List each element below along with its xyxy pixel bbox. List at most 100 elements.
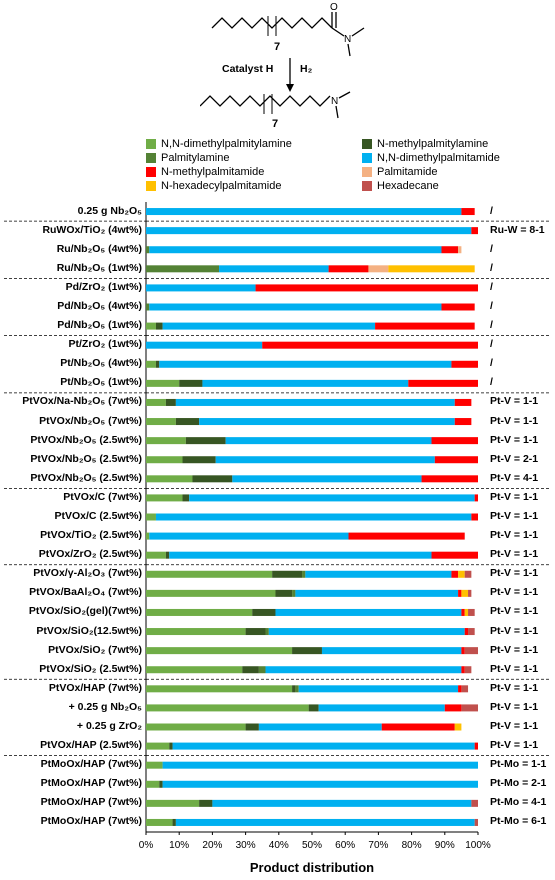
bar-segment <box>146 818 173 826</box>
ratio-label: Pt-V = 1-1 <box>490 414 539 427</box>
product-chain <box>200 95 331 107</box>
bar-segment <box>146 742 170 750</box>
bar-segment <box>305 570 452 578</box>
bar-segment <box>292 647 322 655</box>
category-label: PtVOx/HAP (7wt%) <box>48 681 142 694</box>
ratio-label: Pt-V = 1-1 <box>490 567 539 580</box>
legend-swatch <box>146 181 156 191</box>
repeat-index-top: 7 <box>274 41 280 53</box>
category-label: PtMoOx/HAP (7wt%) <box>40 777 142 790</box>
legend-swatch <box>362 153 372 163</box>
category-label: PtVOx/γ-Al₂O₃ (7wt%) <box>33 567 142 580</box>
bar-segment <box>225 437 432 445</box>
bar-segment <box>464 628 469 636</box>
ratio-label: Pt-V = 1-1 <box>490 662 539 675</box>
bar-segment <box>468 589 472 597</box>
bar-segment <box>155 513 472 521</box>
ratio-label: / <box>490 357 493 370</box>
bar-segment <box>179 379 203 387</box>
bar-segment <box>292 685 296 693</box>
ratio-label: Pt-V = 2-1 <box>490 452 539 465</box>
bar-segment <box>461 647 465 655</box>
bar-segment <box>431 437 478 445</box>
x-tick-label: 0% <box>138 840 154 851</box>
bar-segment <box>175 818 475 826</box>
bar-segment <box>199 799 213 807</box>
category-label: + 0.25 g ZrO₂ <box>76 720 142 732</box>
bar-segment <box>431 551 478 559</box>
bar-segment <box>146 608 253 616</box>
bar-segment <box>454 398 472 406</box>
ratio-label: Pt-Mo = 1-1 <box>490 758 547 771</box>
category-label: PtVOx/BaAl₂O₄ (7wt%) <box>29 586 142 599</box>
bar-segment <box>321 647 462 655</box>
ratio-label: Pt-V = 1-1 <box>490 548 539 561</box>
bar-segment <box>265 628 269 636</box>
bar-segment <box>146 685 293 693</box>
category-label: Pd/Nb₂O₅ (4wt%) <box>57 300 142 312</box>
bar-segment <box>468 628 475 636</box>
ratio-label: Pt-Mo = 6-1 <box>490 815 547 828</box>
bar-segment <box>146 398 166 406</box>
legend-label: N-methylpalmitamide <box>161 166 265 178</box>
ratio-label: Ru-W = 8-1 <box>490 223 545 236</box>
category-label: PtVOx/HAP (2.5wt%) <box>40 739 142 752</box>
legend-swatch <box>146 139 156 149</box>
bar-segment <box>146 628 246 636</box>
ratio-label: Pt-V = 1-1 <box>490 720 539 732</box>
x-tick-label: 90% <box>434 840 455 851</box>
bar-segment <box>458 246 462 254</box>
bar-segment <box>368 265 389 273</box>
bar-segment <box>458 570 465 578</box>
ratio-label: / <box>490 280 493 293</box>
ratio-label: Pt-V = 4-1 <box>490 471 539 484</box>
legend-label: N-methylpalmitylamine <box>377 138 489 150</box>
bar-segment <box>149 246 442 254</box>
legend-label: N-hexadecylpalmitamide <box>161 180 282 192</box>
x-tick-label: 70% <box>368 840 389 851</box>
category-label: PtVOx/Nb₂O₅ (2.5wt%) <box>30 471 142 484</box>
bar-segment <box>192 475 233 483</box>
legend-swatch <box>146 153 156 163</box>
bar-segment <box>268 628 465 636</box>
x-axis-label: Product distribution <box>249 860 375 875</box>
nitrogen-atom-bottom: N <box>331 96 338 107</box>
category-label: PtVOx/Nb₂O₅ (2.5wt%) <box>30 452 142 465</box>
repeat-index-bottom: 7 <box>272 118 278 128</box>
category-label: PtVOx/SiO₂ (2.5wt%) <box>39 662 142 675</box>
category-label: Pt/Nb₂O₅ (4wt%) <box>60 357 142 370</box>
bar-segment <box>146 437 186 445</box>
legend-item: N-hexadecylpalmitamide <box>146 180 281 192</box>
bar-segment <box>388 265 475 273</box>
bar-segment <box>175 418 200 426</box>
bar-segment <box>149 303 442 311</box>
category-label: Pd/ZrO₂ (1wt%) <box>65 280 142 293</box>
bar-segment <box>155 322 163 330</box>
bar-segment <box>146 761 163 769</box>
bar-segment <box>272 570 303 578</box>
bar-segment <box>461 685 469 693</box>
ratio-label: / <box>490 242 493 255</box>
bar-segment <box>461 666 465 674</box>
ratio-label: Pt-Mo = 2-1 <box>490 777 547 790</box>
bar-segment <box>146 322 156 330</box>
x-tick-label: 30% <box>235 840 256 851</box>
category-label: Ru/Nb₂O₅ (4wt%) <box>56 242 142 255</box>
legend-item: Palmitamide <box>362 166 438 178</box>
bar-segment <box>295 589 459 597</box>
bar-segment <box>451 360 478 368</box>
legend-item: N-methylpalmitylamine <box>362 138 488 150</box>
legend-item: Hexadecane <box>362 180 439 192</box>
bar-segment <box>308 704 319 712</box>
ratio-label: / <box>490 319 493 332</box>
ratio-label: / <box>490 376 493 389</box>
category-label: Pt/ZrO₂ (1wt%) <box>68 338 143 351</box>
bar-segment <box>454 418 472 426</box>
bar-segment <box>348 532 465 540</box>
x-tick-label: 40% <box>268 840 289 851</box>
ratio-label: Pt-V = 1-1 <box>490 490 539 503</box>
category-label: PtVOx/TiO₂ (2.5wt%) <box>40 529 142 542</box>
ratio-label: Pt-V = 1-1 <box>490 395 539 408</box>
bar-segment <box>146 227 472 235</box>
x-tick-label: 60% <box>335 840 356 851</box>
